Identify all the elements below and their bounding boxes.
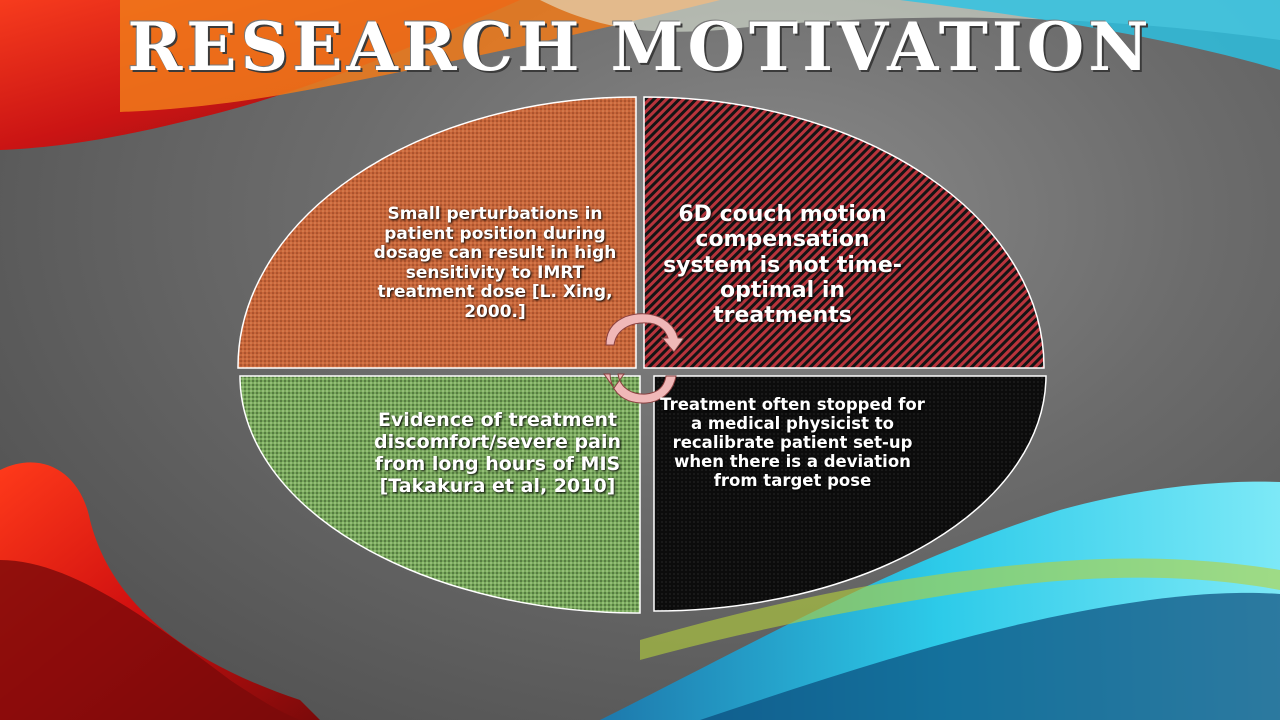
quadrant-top-left-text: Small perturbations in patient position … xyxy=(360,205,630,322)
quadrant-bottom-left-text: Evidence of treatment discomfort/severe … xyxy=(360,410,635,497)
quadrant-bottom-right-text: Treatment often stopped for a medical ph… xyxy=(660,396,925,491)
slide-title: RESEARCH MOTIVATION xyxy=(0,8,1280,86)
quadrant-top-right-text: 6D couch motion compensation system is n… xyxy=(660,202,905,328)
quadrant-diagram xyxy=(238,97,1046,613)
